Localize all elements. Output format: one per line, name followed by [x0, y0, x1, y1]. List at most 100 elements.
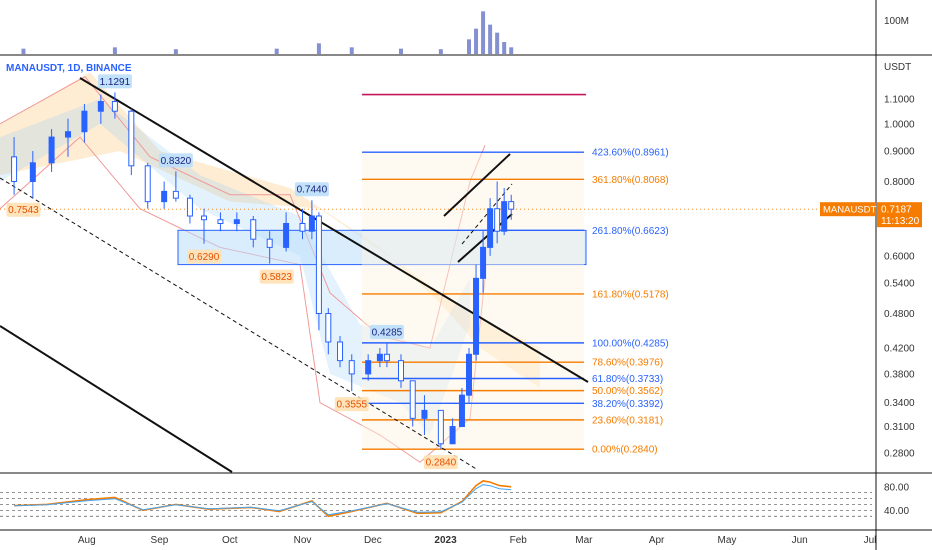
candle-body[interactable] — [315, 215, 322, 315]
candle-body[interactable] — [437, 409, 444, 445]
pivot-label: 0.3555 — [336, 400, 367, 411]
candle-body[interactable] — [473, 277, 480, 355]
fib-label: 23.60%(0.3181) — [592, 415, 663, 426]
pivot-label: 0.8320 — [161, 156, 192, 167]
candle-body[interactable] — [458, 394, 465, 428]
price-tick-label: 0.5400 — [884, 279, 915, 290]
candle-body[interactable] — [161, 190, 168, 203]
fib-label: 361.80%(0.8068) — [592, 175, 669, 186]
candle-body[interactable] — [466, 353, 473, 396]
candle-body[interactable] — [325, 313, 332, 343]
blue-cloud — [0, 99, 470, 436]
volume-bar[interactable] — [488, 24, 493, 54]
time-tick-label: Dec — [364, 535, 382, 546]
candles — [11, 92, 515, 450]
currency-label: USDT — [884, 62, 911, 73]
price-tick-label: 0.3100 — [884, 422, 915, 433]
price-tick-label: 1.1000 — [884, 95, 915, 106]
candle-body[interactable] — [172, 190, 179, 199]
candle-body[interactable] — [480, 246, 487, 279]
pivot-label: 0.7543 — [8, 205, 39, 216]
candle-body[interactable] — [97, 101, 104, 112]
fib-levels: 423.60%(0.8961) 361.80%(0.8068) 261.80%(0.… — [362, 148, 669, 456]
candle-body[interactable] — [501, 201, 508, 232]
candle-body[interactable] — [308, 215, 315, 232]
volume-bar[interactable] — [481, 11, 486, 55]
axes: 1.1000 1.0000 0.9000 0.8000 0.6000 0.5400 0.48… — [78, 0, 915, 550]
rsi-tick-label: 40.00 — [884, 506, 909, 517]
candle-body[interactable] — [365, 360, 372, 375]
candle-body[interactable] — [383, 353, 390, 362]
pivot-label-box — [369, 324, 404, 339]
orange-cloud — [0, 72, 540, 388]
candle-body[interactable] — [144, 165, 151, 203]
volume-bar[interactable] — [21, 48, 26, 54]
candle-body[interactable] — [250, 219, 257, 240]
time-tick-label: Jun — [792, 535, 808, 546]
volume-bar[interactable] — [495, 32, 500, 54]
volume-bar[interactable] — [438, 49, 443, 54]
pivot-label: 1.1291 — [100, 77, 131, 88]
pivot-label: 0.4285 — [372, 327, 403, 338]
time-tick-label: Feb — [510, 535, 528, 546]
candle-body[interactable] — [421, 409, 428, 419]
volume-bar[interactable] — [173, 49, 178, 54]
candle-body[interactable] — [337, 341, 344, 362]
rsi-tick-label: 80.00 — [884, 482, 909, 493]
price-tick-label: 1.0000 — [884, 119, 915, 130]
fib-label: 78.60%(0.3976) — [592, 358, 663, 369]
pivot-label-box — [294, 182, 329, 197]
candle-body[interactable] — [65, 131, 72, 138]
volume-bar[interactable] — [509, 47, 514, 54]
candle-body[interactable] — [348, 360, 355, 375]
rsi-signal-line — [14, 484, 512, 516]
candle-body[interactable] — [376, 353, 383, 362]
downtrend-line — [79, 77, 589, 383]
dashed-channel-line — [0, 177, 479, 471]
volume-bar[interactable] — [112, 47, 117, 54]
time-tick-label: Oct — [222, 535, 238, 546]
candle-body[interactable] — [487, 208, 494, 248]
symbol-tag-box — [820, 202, 876, 217]
candle-body[interactable] — [111, 101, 118, 112]
candle-body[interactable] — [217, 219, 224, 224]
candle-body[interactable] — [299, 222, 306, 232]
volume-bar[interactable] — [467, 39, 472, 54]
time-tick-label: Apr — [649, 535, 665, 546]
pivot-label: 0.6290 — [189, 252, 220, 263]
candle-body[interactable] — [449, 426, 456, 445]
pivot-label-box — [6, 202, 41, 217]
volume-bar[interactable] — [274, 48, 279, 54]
candle-body[interactable] — [29, 162, 36, 182]
candle-body[interactable] — [186, 197, 193, 217]
pivot-label-box — [334, 397, 369, 412]
candle-body[interactable] — [11, 156, 18, 182]
candle-body[interactable] — [81, 110, 88, 133]
candle-body[interactable] — [409, 380, 416, 419]
candle-body[interactable] — [48, 136, 55, 164]
volume-bar[interactable] — [398, 48, 403, 54]
pivot-label-box — [158, 153, 193, 168]
candle-body[interactable] — [201, 215, 208, 221]
candle-body[interactable] — [266, 238, 273, 248]
time-tick-label: Nov — [294, 535, 312, 546]
candle-body[interactable] — [397, 360, 404, 382]
pivot-label: 0.5823 — [261, 272, 292, 283]
time-tick-label: Sep — [151, 535, 169, 546]
volume-bars — [0, 11, 932, 56]
volume-bar[interactable] — [316, 43, 321, 54]
candle-body[interactable] — [283, 222, 290, 248]
candle-body[interactable] — [494, 208, 501, 232]
volume-bar[interactable] — [502, 42, 507, 54]
candle-body[interactable] — [128, 110, 135, 167]
fib-label: 38.20%(0.3392) — [592, 399, 663, 410]
price-tick-label: 0.4800 — [884, 309, 915, 320]
candle-body[interactable] — [508, 201, 515, 210]
candle-body[interactable] — [233, 219, 240, 224]
volume-bar[interactable] — [474, 28, 479, 54]
lower-channel-line — [0, 325, 233, 473]
pivot-labels: 1.1291 0.8320 0.7440 0.4285 0.7543 0.6290 0.58… — [6, 74, 458, 470]
volume-bar[interactable] — [349, 47, 354, 54]
time-tick-label: Jul — [864, 535, 877, 546]
